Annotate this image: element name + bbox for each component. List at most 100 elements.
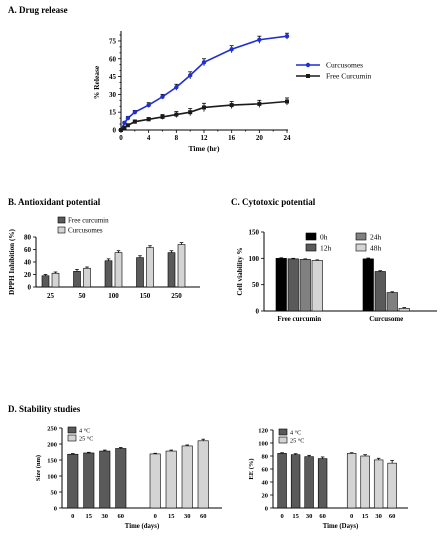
data-point <box>188 110 193 115</box>
legend-marker <box>306 74 310 78</box>
bar <box>197 440 209 509</box>
legend-swatch <box>57 226 66 234</box>
legend-label: 4 °C <box>290 430 301 437</box>
bar <box>167 252 176 288</box>
data-point <box>285 99 289 104</box>
legend-marker <box>305 62 311 68</box>
bar <box>374 271 386 312</box>
data-point <box>146 102 151 108</box>
x-tick-label: 60 <box>200 513 207 520</box>
x-tick-label: 24 <box>284 134 292 142</box>
bar <box>51 272 60 288</box>
x-tick-label: 50 <box>79 292 87 300</box>
bar <box>149 453 161 509</box>
y-tick-label: 0 <box>113 127 117 135</box>
x-tick-label: Curcusome <box>369 315 403 323</box>
bar <box>104 260 113 288</box>
bar <box>114 252 123 288</box>
data-point <box>119 128 123 132</box>
bar <box>346 453 357 509</box>
bar <box>83 267 91 288</box>
bar <box>73 271 81 288</box>
y-tick-label: 120 <box>258 428 268 435</box>
legend-swatch <box>67 426 77 434</box>
chart-d-size: 0 15 30 60 0 15 30 60 0 50 100 150 200 250 Size (nm) Ti… <box>35 426 222 530</box>
y-tick-label: 20 <box>24 271 32 279</box>
bar <box>83 452 95 509</box>
legend-swatch <box>57 216 66 224</box>
legend-label: Free curcumin <box>68 217 109 225</box>
bar <box>275 258 287 312</box>
y-tick-label: 40 <box>262 480 269 487</box>
legend-swatch <box>278 428 288 436</box>
y-tick-label: 250 <box>47 426 57 433</box>
y-tick-label: 100 <box>249 255 260 263</box>
bar <box>362 258 374 312</box>
chart-c-cytotoxic: Free curcumin Curcusome 0 50 100 150 Cell viab… <box>236 229 437 323</box>
y-tick-label: 45 <box>109 73 117 81</box>
y-tick-label: 0 <box>28 284 32 292</box>
data-point <box>229 47 234 52</box>
y-tick-label: 50 <box>51 490 58 497</box>
bar <box>146 247 154 288</box>
x-tick-label: 30 <box>102 513 109 520</box>
legend-label: 4 °C <box>79 428 90 435</box>
y-tick-label: 20 <box>262 493 269 500</box>
y-tick-label: 80 <box>262 454 269 461</box>
x-tick-label: 25 <box>47 292 55 300</box>
data-point <box>132 119 137 124</box>
y-tick-label: 200 <box>47 442 57 449</box>
data-point <box>160 114 165 119</box>
legend-label: Curcusomes <box>68 227 103 235</box>
bar <box>136 257 144 288</box>
data-point <box>122 120 127 126</box>
x-tick-label: Free curcumin <box>277 315 321 323</box>
bar <box>373 459 384 509</box>
x-tick-label: 150 <box>140 292 151 300</box>
bar <box>304 456 314 509</box>
legend-swatch <box>355 232 367 241</box>
y-tick-label: 100 <box>258 441 268 448</box>
x-tick-label: 0 <box>350 513 353 520</box>
x-axis-label: Time (days) <box>125 523 159 530</box>
x-tick-label: 100 <box>108 292 119 300</box>
y-tick-label: 60 <box>24 246 32 254</box>
x-tick-label: 30 <box>306 513 313 520</box>
panel-a-title: A. Drug release <box>8 5 68 15</box>
y-tick-label: 0 <box>265 506 268 513</box>
x-tick-label: 250 <box>171 292 182 300</box>
legend-label: 25 °C <box>79 436 93 443</box>
bar <box>290 454 301 509</box>
x-tick-label: 60 <box>319 513 326 520</box>
panel-c-title: C. Cytotoxic potential <box>231 197 316 207</box>
data-point <box>257 101 262 106</box>
y-tick-label: 40 <box>24 259 32 267</box>
y-axis-label: % Release <box>92 65 101 99</box>
bar <box>99 450 111 509</box>
legend-swatch <box>305 243 317 252</box>
data-point <box>201 60 207 65</box>
x-tick-label: 4 <box>147 134 151 142</box>
x-axis-label: Time (hr) <box>189 144 220 153</box>
x-axis-label: Time (Days) <box>323 523 359 530</box>
x-tick-label: 20 <box>256 134 264 142</box>
legend-swatch <box>67 434 77 442</box>
panel-d-title: D. Stability studies <box>8 404 81 414</box>
data-point <box>187 73 193 78</box>
bar <box>387 462 397 509</box>
x-tick-label: 12 <box>201 134 209 142</box>
x-tick-label: 0 <box>154 513 157 520</box>
legend-swatch <box>305 232 317 241</box>
y-tick-label: 50 <box>252 281 260 289</box>
bar <box>287 258 299 312</box>
y-axis-label: Cell viability % <box>236 247 244 295</box>
data-point <box>174 112 179 117</box>
bar <box>277 453 287 509</box>
y-tick-label: 30 <box>109 91 117 99</box>
x-tick-label: 0 <box>71 513 74 520</box>
legend-label: 48h <box>370 244 382 253</box>
data-point <box>122 125 127 130</box>
legend-label: 24h <box>370 233 382 242</box>
y-axis-label: EE (%) <box>248 458 255 479</box>
